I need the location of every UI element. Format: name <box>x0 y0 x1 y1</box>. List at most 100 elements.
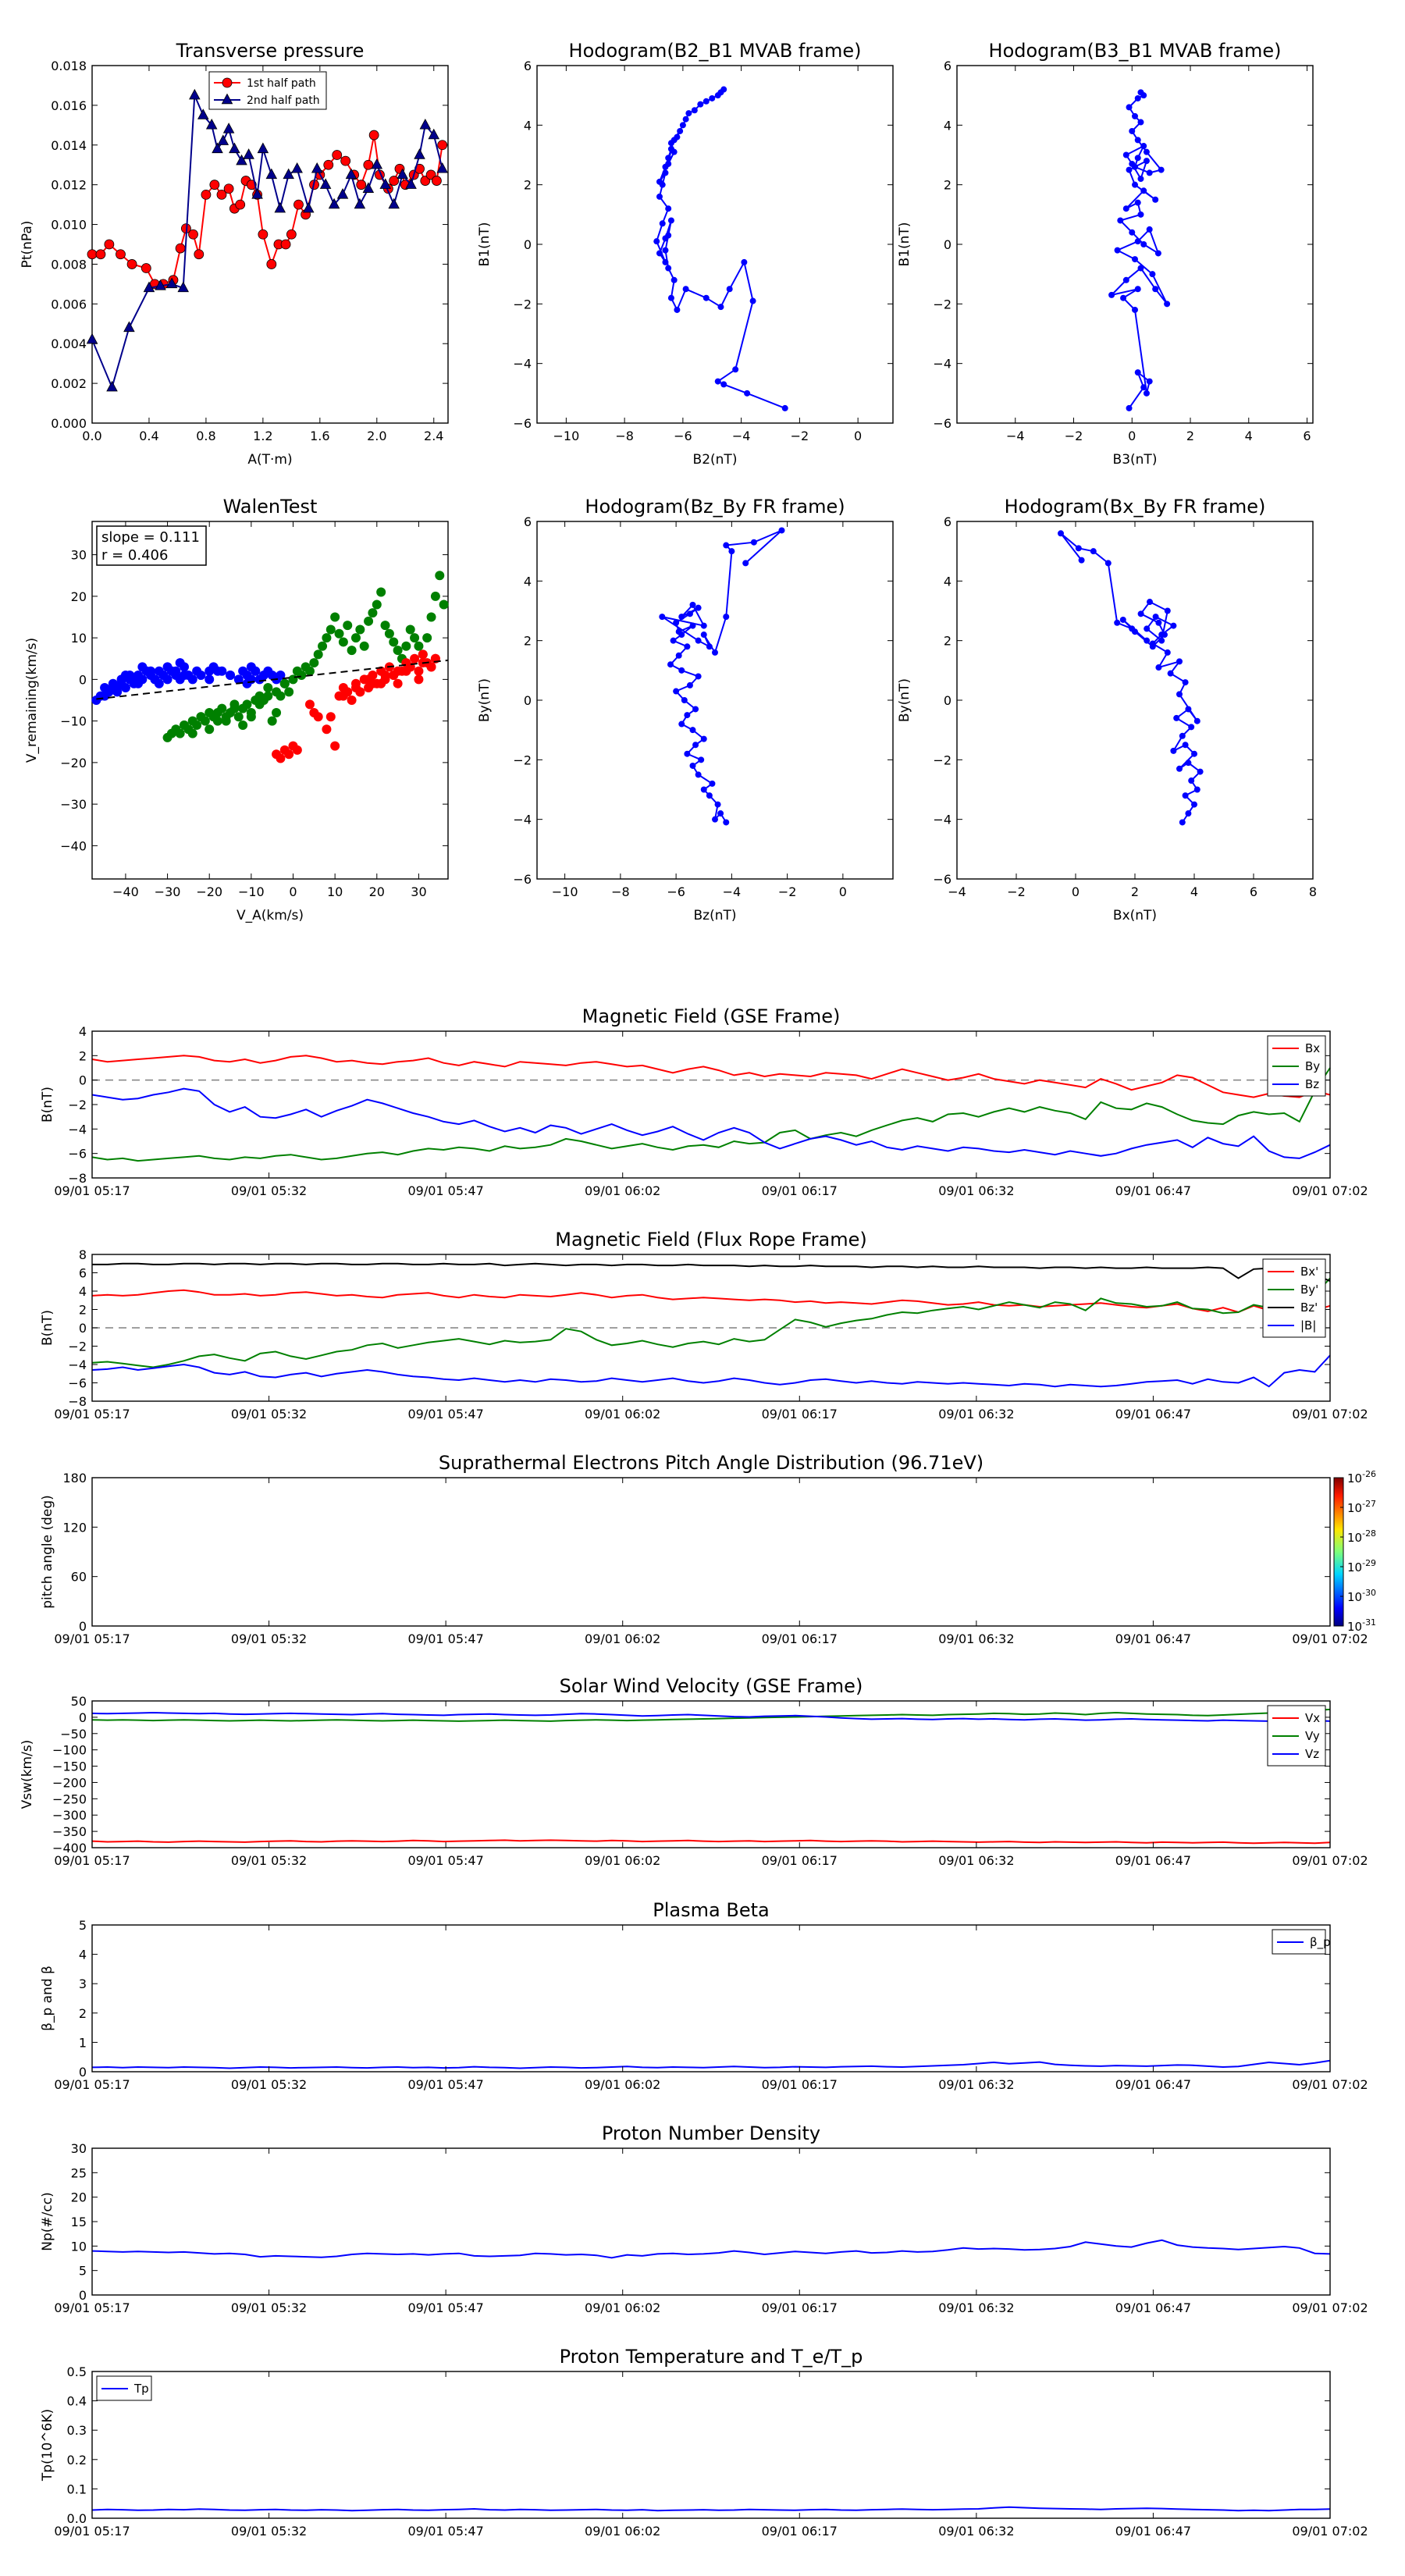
walen-point <box>304 666 315 676</box>
np-ylabel: Np(#/cc) <box>40 2192 55 2250</box>
hodo1-point <box>682 116 689 123</box>
hodo1-point <box>744 390 751 397</box>
hodo3-point <box>673 619 680 626</box>
np-xtick-label: 09/01 06:17 <box>762 2300 838 2315</box>
pt-point <box>216 189 227 200</box>
walen-point <box>380 671 390 681</box>
tp-ylabel: Tp(10^6K) <box>40 2409 55 2482</box>
hodo4-xtick-label: 2 <box>1131 884 1139 899</box>
hodo2-xtick-label: 2 <box>1186 429 1194 443</box>
hodo3-point <box>689 762 696 769</box>
hodo1-point <box>656 178 663 185</box>
pt-point <box>354 197 366 209</box>
walen-point <box>343 621 353 631</box>
walen-point <box>212 707 222 717</box>
bfr-xtick-label: 09/01 05:47 <box>407 1407 483 1421</box>
hodo3-point <box>714 801 721 808</box>
tp-xtick-label: 09/01 05:47 <box>407 2524 483 2539</box>
hodo3-ylabel: By(nT) <box>477 678 493 722</box>
walen-point <box>146 666 156 676</box>
walen-point <box>338 637 348 647</box>
hodo2-xtick-label: −4 <box>1006 429 1025 443</box>
hodo1-point <box>662 247 669 254</box>
vsw-xtick-label: 09/01 07:02 <box>1292 1853 1368 1868</box>
hodo2-point <box>1126 404 1133 411</box>
np-ytick-label: 10 <box>71 2239 87 2254</box>
walen-point <box>267 716 277 726</box>
walen-point <box>401 641 411 651</box>
bfr-title: Magnetic Field (Flux Rope Frame) <box>555 1229 866 1251</box>
pt-point <box>311 162 323 173</box>
hodo1-ytick-label: 0 <box>524 237 532 252</box>
pt-point <box>293 199 304 210</box>
hodo1-point <box>662 169 669 176</box>
hodo3-point <box>686 610 693 617</box>
beta-xtick-label: 09/01 05:47 <box>407 2077 483 2092</box>
hodo4-point <box>1193 717 1200 724</box>
hodo3-point <box>686 681 693 688</box>
pt-point <box>205 118 218 130</box>
bfr-ylabel: B(nT) <box>40 1310 55 1346</box>
hodo4-point <box>1185 810 1192 817</box>
hodo1-xtick-label: −4 <box>732 429 751 443</box>
hodo2-point <box>1140 241 1147 247</box>
bgse-legend-label: Bz <box>1305 1077 1319 1091</box>
hodo3-ytick-label: −6 <box>513 872 532 887</box>
vsw-ytick-label: −50 <box>60 1727 87 1742</box>
walen-point <box>430 591 440 601</box>
walen-point <box>330 612 340 622</box>
walen-point <box>355 624 365 635</box>
walen-point <box>187 728 197 738</box>
pt-point <box>283 168 294 180</box>
beta-xtick-label: 09/01 06:17 <box>762 2077 838 2092</box>
hodo3-point <box>700 622 707 629</box>
hodo1-point <box>674 306 681 313</box>
hodo1-point <box>702 294 710 301</box>
walen-point <box>435 571 445 581</box>
beta-ylabel: β_p and β <box>40 1966 55 2031</box>
walen-point <box>208 662 219 672</box>
beta-legend-label: β_p <box>1310 1935 1331 1950</box>
walen-point <box>192 720 202 730</box>
bgse-xtick-label: 09/01 07:02 <box>1292 1183 1368 1198</box>
hodo2-point <box>1134 286 1141 293</box>
hodo2-xlabel: B3(nT) <box>1113 452 1158 468</box>
bfr-xtick-label: 09/01 05:32 <box>231 1407 307 1421</box>
np-ytick-label: 25 <box>71 2165 87 2180</box>
walen-xtick-label: −40 <box>112 884 139 899</box>
pt-point <box>87 249 98 260</box>
walen-point <box>288 674 298 685</box>
beta-ytick-label: 5 <box>79 1918 87 1933</box>
hodo4-point <box>1182 742 1189 749</box>
hodo4-xtick-label: 8 <box>1309 884 1317 899</box>
walen-point <box>376 587 386 597</box>
pt-point <box>356 180 367 190</box>
hodo1-point <box>702 98 710 105</box>
vsw-xtick-label: 09/01 06:02 <box>585 1853 660 1868</box>
pt-point <box>236 154 247 165</box>
walen-point <box>180 671 190 681</box>
hodo1-point <box>749 297 756 304</box>
bgse-series-line-3 <box>91 1087 1331 1159</box>
walen-annotation-slope: slope = 0.111 <box>101 529 200 546</box>
hodo3-point <box>689 727 696 734</box>
hodo2-point <box>1108 291 1115 298</box>
pt-point <box>106 380 118 392</box>
walen-point <box>187 674 197 685</box>
pt-point <box>286 229 297 240</box>
np-ytick-label: 30 <box>71 2141 87 2156</box>
walen-point <box>284 749 294 760</box>
hodo3-point <box>750 539 757 546</box>
hodo4-point <box>1188 724 1195 731</box>
hodo4-point <box>1058 530 1064 537</box>
tp-ytick-label: 0.0 <box>67 2511 87 2526</box>
pt-point <box>123 321 135 333</box>
walen-point <box>120 671 130 681</box>
hodo4-xtick-label: 4 <box>1190 884 1198 899</box>
pt-point <box>280 239 291 250</box>
walen-point <box>263 691 273 701</box>
hodo1-ytick-label: 6 <box>524 59 532 73</box>
bgse-series-line-2 <box>91 1067 1331 1162</box>
bfr-xtick-label: 09/01 06:47 <box>1115 1407 1191 1421</box>
pt-point <box>371 158 383 169</box>
